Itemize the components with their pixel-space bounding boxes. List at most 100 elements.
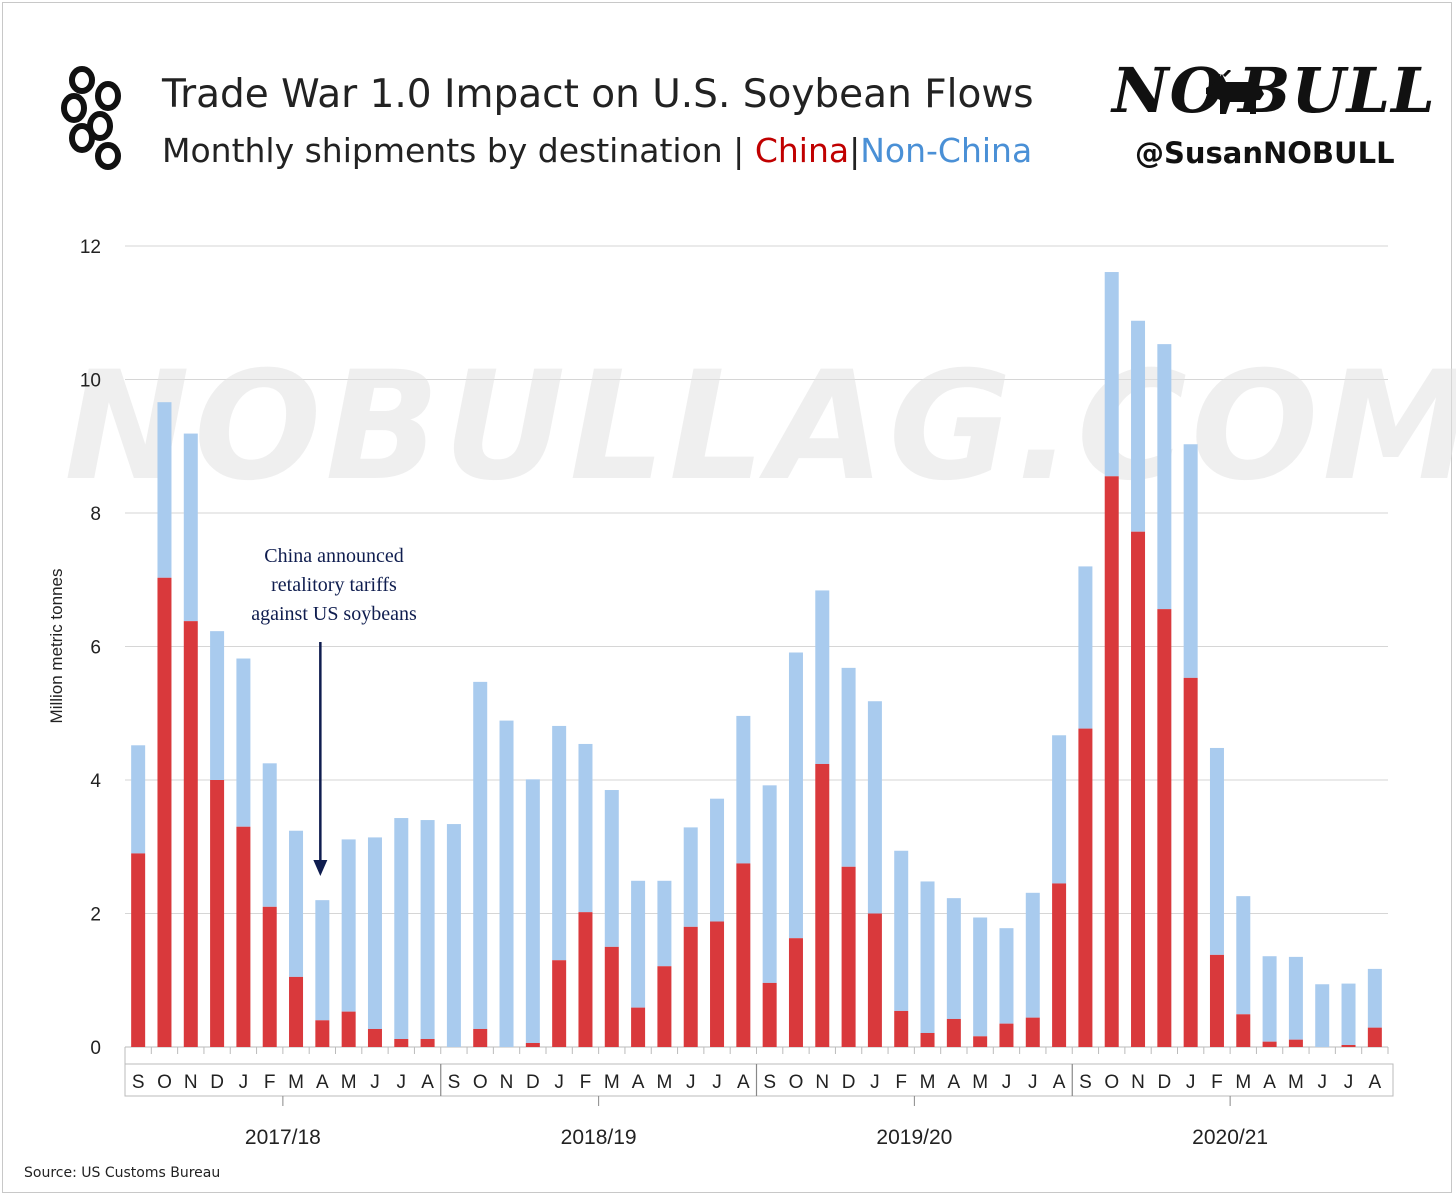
bar-china	[1367, 1027, 1382, 1047]
watermark-text: NOBULLAG.COM	[64, 340, 1456, 514]
bar-china	[1209, 954, 1224, 1047]
bar-china	[473, 1028, 488, 1047]
bar-non-china	[657, 880, 672, 967]
bar-china	[999, 1023, 1014, 1047]
bar-non-china	[578, 743, 593, 913]
bar-non-china	[1157, 344, 1172, 610]
x-tick-label: A	[1369, 1072, 1382, 1093]
bar-china	[1131, 531, 1146, 1047]
x-tick-label: N	[815, 1072, 829, 1093]
x-tick-label: N	[1131, 1072, 1145, 1093]
bar-non-china	[262, 763, 277, 907]
bar-china	[815, 763, 830, 1047]
bar-non-china	[552, 725, 567, 961]
bar-non-china	[736, 715, 751, 864]
x-tick-label: M	[1288, 1072, 1304, 1093]
bar-non-china	[236, 658, 251, 827]
bar-non-china	[341, 839, 356, 1012]
bar-non-china	[683, 827, 698, 927]
x-tick-label: F	[1211, 1072, 1223, 1093]
x-tick-label: O	[473, 1072, 488, 1093]
subtitle-prefix: Monthly shipments by destination |	[162, 131, 745, 170]
x-tick-label: S	[132, 1072, 145, 1093]
x-tick-label: J	[712, 1072, 722, 1093]
bar-china	[394, 1038, 409, 1047]
subtitle-non-china: Non-China	[860, 131, 1033, 170]
y-axis: 0 2 4 6 8 10 12	[80, 237, 102, 1059]
bar-non-china	[1183, 444, 1198, 678]
bar-non-china	[210, 631, 225, 780]
bar-china	[946, 1018, 961, 1047]
bar-china	[341, 1011, 356, 1047]
bar-china	[525, 1042, 540, 1047]
subtitle-separator: |	[849, 131, 861, 170]
bar-non-china	[1131, 320, 1146, 532]
x-tick-label: S	[448, 1072, 461, 1093]
bar-non-china	[762, 785, 777, 983]
bar-non-china	[815, 590, 830, 764]
x-tick-label: S	[1079, 1072, 1092, 1093]
bar-china	[1078, 728, 1093, 1047]
x-tick-label: A	[737, 1072, 750, 1093]
annotation-arrow-head	[313, 860, 328, 876]
bar-china	[289, 976, 304, 1047]
bar-china	[315, 1020, 330, 1047]
x-tick-label: A	[948, 1072, 961, 1093]
bar-non-china	[631, 880, 646, 1008]
subtitle-china: China	[754, 131, 850, 170]
bar-non-china	[420, 820, 435, 1039]
bar-non-china	[1367, 968, 1382, 1028]
x-tick-label: F	[580, 1072, 592, 1093]
bar-china	[1183, 677, 1198, 1047]
annotation-text: retalitory tariffs	[271, 574, 397, 596]
bar-china	[604, 946, 619, 1047]
gridlines	[125, 245, 1388, 1048]
y-tick-label: 12	[80, 237, 101, 258]
x-tick-label: A	[632, 1072, 645, 1093]
x-tick-label: A	[316, 1072, 329, 1093]
x-tick-label: M	[920, 1072, 936, 1093]
bar-non-china	[367, 837, 382, 1029]
source-note: Source: US Customs Bureau	[24, 1165, 221, 1181]
bar-china	[1236, 1014, 1251, 1047]
x-tick-label: N	[184, 1072, 198, 1093]
x-tick-label: S	[763, 1072, 776, 1093]
month-row-box	[124, 1063, 1394, 1097]
bar-china	[894, 1010, 909, 1047]
bar-china	[210, 780, 225, 1047]
bar-non-china	[131, 745, 146, 854]
brand-text: NO BULL	[1112, 54, 1436, 127]
y-tick-label: 4	[90, 771, 101, 792]
bar-non-china	[867, 701, 882, 914]
bar-non-china	[920, 881, 935, 1033]
x-tick-label: J	[1317, 1072, 1327, 1093]
bar-non-china	[973, 917, 988, 1037]
bull-icon	[1206, 70, 1264, 114]
year-label: 2020/21	[1192, 1126, 1268, 1149]
bar-china	[973, 1036, 988, 1047]
x-tick-label: J	[239, 1072, 249, 1093]
bar-china	[236, 826, 251, 1047]
x-tick-label: J	[686, 1072, 696, 1093]
x-tick-label: M	[972, 1072, 988, 1093]
bar-non-china	[604, 790, 619, 947]
bar-china	[1025, 1017, 1040, 1047]
bar-non-china	[1288, 956, 1303, 1040]
x-tick-label: M	[288, 1072, 304, 1093]
x-tick-label: A	[421, 1072, 434, 1093]
page-title: Trade War 1.0 Impact on U.S. Soybean Flo…	[162, 72, 1034, 117]
x-tick-label: A	[1053, 1072, 1066, 1093]
x-tick-label: D	[842, 1072, 856, 1093]
bar-non-china	[1262, 956, 1277, 1042]
bar-non-china	[446, 824, 461, 1047]
y-axis-label: Million metric tonnes	[47, 569, 66, 724]
bar-non-china	[183, 433, 198, 622]
year-label: 2019/20	[876, 1126, 952, 1149]
y-tick-label: 0	[90, 1038, 101, 1059]
x-tick-label: J	[397, 1072, 407, 1093]
bar-non-china	[1025, 892, 1040, 1018]
x-tick-label: D	[1157, 1072, 1171, 1093]
x-tick-label: O	[789, 1072, 804, 1093]
